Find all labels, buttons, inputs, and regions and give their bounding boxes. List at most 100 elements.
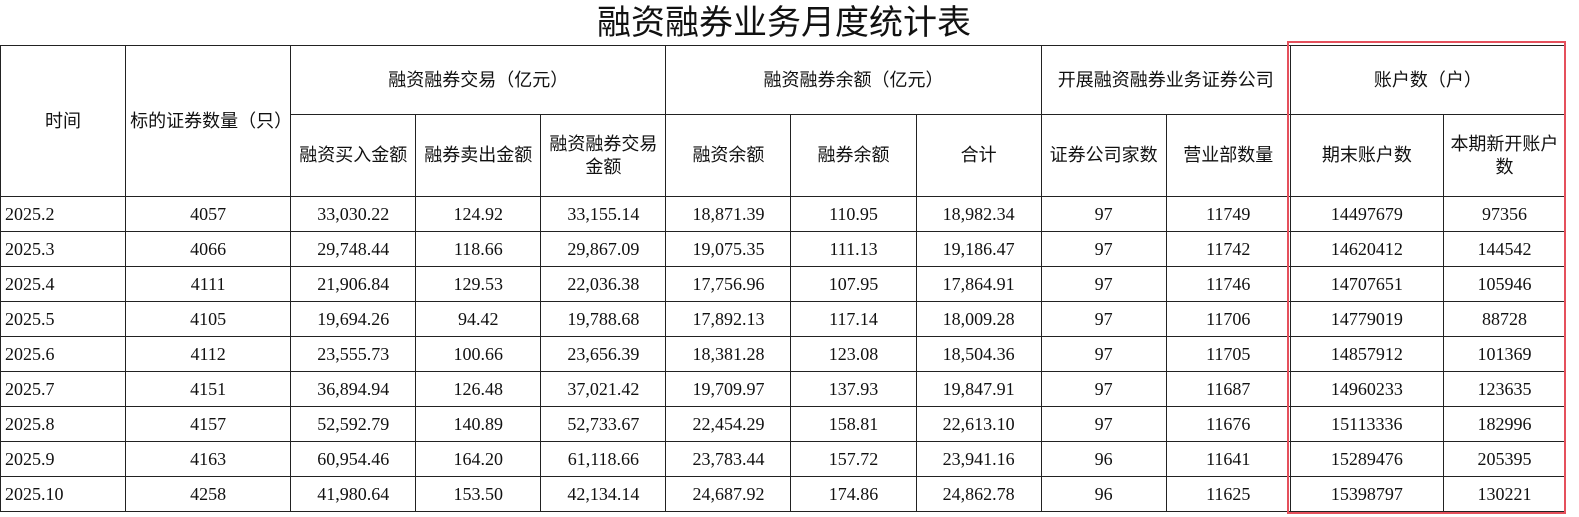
data-row: 2025.7 4151 36,894.94 126.48 37,021.42 19,709… bbox=[0, 371, 1567, 407]
value-cell: 124.92 bbox=[415, 196, 542, 232]
data-row: 2025.5 4105 19,694.26 94.42 19,788.68 17,892.… bbox=[0, 301, 1567, 337]
period-cell: 2025.7 bbox=[0, 371, 127, 407]
value-cell: 110.95 bbox=[790, 196, 917, 232]
value-cell: 18,381.28 bbox=[665, 336, 792, 372]
value-cell: 60,954.46 bbox=[290, 441, 417, 477]
value-cell: 4112 bbox=[125, 336, 292, 372]
value-cell: 11641 bbox=[1165, 441, 1291, 477]
value-cell: 18,504.36 bbox=[915, 336, 1042, 372]
value-cell: 11746 bbox=[1165, 266, 1291, 302]
value-cell: 14779019 bbox=[1289, 301, 1444, 337]
value-cell: 19,186.47 bbox=[915, 231, 1042, 267]
column-header: 证券公司家数 bbox=[1040, 114, 1167, 197]
value-cell: 158.81 bbox=[790, 406, 917, 442]
value-cell: 15289476 bbox=[1289, 441, 1444, 477]
value-cell: 29,867.09 bbox=[540, 231, 667, 267]
data-row: 2025.9 4163 60,954.46 164.20 61,118.66 23,783… bbox=[0, 441, 1567, 477]
value-cell: 97 bbox=[1040, 406, 1167, 442]
table-title: 融资融券业务月度统计表 bbox=[597, 5, 971, 42]
value-cell: 23,783.44 bbox=[665, 441, 792, 477]
value-cell: 144542 bbox=[1442, 231, 1567, 267]
value-cell: 137.93 bbox=[790, 371, 917, 407]
period-cell: 2025.9 bbox=[0, 441, 127, 477]
period-cell: 2025.5 bbox=[0, 301, 127, 337]
value-cell: 97 bbox=[1040, 196, 1167, 232]
column-header: 融资融券交易金额 bbox=[540, 114, 667, 197]
value-cell: 18,871.39 bbox=[665, 196, 792, 232]
value-cell: 61,118.66 bbox=[540, 441, 667, 477]
value-cell: 4163 bbox=[125, 441, 292, 477]
value-cell: 4157 bbox=[125, 406, 292, 442]
column-header: 时间 bbox=[0, 45, 127, 197]
value-cell: 97 bbox=[1040, 371, 1167, 407]
value-cell: 97 bbox=[1040, 231, 1167, 267]
value-cell: 23,941.16 bbox=[915, 441, 1042, 477]
value-cell: 14960233 bbox=[1289, 371, 1444, 407]
period-cell: 2025.2 bbox=[0, 196, 127, 232]
value-cell: 123635 bbox=[1442, 371, 1567, 407]
stats-table: 时间 标的证券数量（只） 融资融券交易（亿元） 融资融券余额（亿元） 开展融资融券业务证… bbox=[0, 45, 1567, 512]
column-header: 融券余额 bbox=[790, 114, 917, 197]
value-cell: 14707651 bbox=[1289, 266, 1444, 302]
value-cell: 22,613.10 bbox=[915, 406, 1042, 442]
value-cell: 14857912 bbox=[1289, 336, 1444, 372]
group-header: 账户数（户） bbox=[1289, 45, 1567, 115]
column-header: 融资买入金额 bbox=[290, 114, 417, 197]
value-cell: 19,075.35 bbox=[665, 231, 792, 267]
value-cell: 182996 bbox=[1442, 406, 1567, 442]
value-cell: 24,687.92 bbox=[665, 476, 792, 512]
data-row: 2025.4 4111 21,906.84 129.53 22,036.38 17,756… bbox=[0, 266, 1567, 302]
value-cell: 96 bbox=[1040, 476, 1167, 512]
data-row: 2025.6 4112 23,555.73 100.66 23,656.39 18,381… bbox=[0, 336, 1567, 372]
value-cell: 22,454.29 bbox=[665, 406, 792, 442]
value-cell: 97 bbox=[1040, 336, 1167, 372]
data-row: 2025.3 4066 29,748.44 118.66 29,867.09 19,075… bbox=[0, 231, 1567, 267]
data-row: 2025.2 4057 33,030.22 124.92 33,155.14 18,871… bbox=[0, 196, 1567, 232]
value-cell: 140.89 bbox=[415, 406, 542, 442]
value-cell: 164.20 bbox=[415, 441, 542, 477]
value-cell: 42,134.14 bbox=[540, 476, 667, 512]
value-cell: 19,709.97 bbox=[665, 371, 792, 407]
period-cell: 2025.10 bbox=[0, 476, 127, 512]
value-cell: 21,906.84 bbox=[290, 266, 417, 302]
group-header: 融资融券余额（亿元） bbox=[665, 45, 1042, 115]
value-cell: 97 bbox=[1040, 266, 1167, 302]
value-cell: 52,733.67 bbox=[540, 406, 667, 442]
value-cell: 11749 bbox=[1165, 196, 1291, 232]
value-cell: 18,982.34 bbox=[915, 196, 1042, 232]
value-cell: 17,864.91 bbox=[915, 266, 1042, 302]
value-cell: 15113336 bbox=[1289, 406, 1444, 442]
period-cell: 2025.4 bbox=[0, 266, 127, 302]
value-cell: 118.66 bbox=[415, 231, 542, 267]
value-cell: 100.66 bbox=[415, 336, 542, 372]
value-cell: 11676 bbox=[1165, 406, 1291, 442]
value-cell: 129.53 bbox=[415, 266, 542, 302]
value-cell: 14497679 bbox=[1289, 196, 1444, 232]
value-cell: 14620412 bbox=[1289, 231, 1444, 267]
data-row: 2025.8 4157 52,592.79 140.89 52,733.67 22,454… bbox=[0, 406, 1567, 442]
value-cell: 97356 bbox=[1442, 196, 1567, 232]
value-cell: 4111 bbox=[125, 266, 292, 302]
value-cell: 33,155.14 bbox=[540, 196, 667, 232]
value-cell: 153.50 bbox=[415, 476, 542, 512]
column-header: 融资余额 bbox=[665, 114, 792, 197]
value-cell: 29,748.44 bbox=[290, 231, 417, 267]
value-cell: 23,656.39 bbox=[540, 336, 667, 372]
value-cell: 11742 bbox=[1165, 231, 1291, 267]
data-row: 2025.10 4258 41,980.64 153.50 42,134.14 24,68… bbox=[0, 476, 1567, 512]
value-cell: 11625 bbox=[1165, 476, 1291, 512]
value-cell: 18,009.28 bbox=[915, 301, 1042, 337]
value-cell: 4105 bbox=[125, 301, 292, 337]
value-cell: 107.95 bbox=[790, 266, 917, 302]
value-cell: 23,555.73 bbox=[290, 336, 417, 372]
value-cell: 117.14 bbox=[790, 301, 917, 337]
period-cell: 2025.8 bbox=[0, 406, 127, 442]
value-cell: 157.72 bbox=[790, 441, 917, 477]
value-cell: 88728 bbox=[1442, 301, 1567, 337]
value-cell: 111.13 bbox=[790, 231, 917, 267]
value-cell: 19,847.91 bbox=[915, 371, 1042, 407]
value-cell: 94.42 bbox=[415, 301, 542, 337]
column-header: 融券卖出金额 bbox=[415, 114, 542, 197]
column-header: 期末账户数 bbox=[1289, 114, 1444, 197]
